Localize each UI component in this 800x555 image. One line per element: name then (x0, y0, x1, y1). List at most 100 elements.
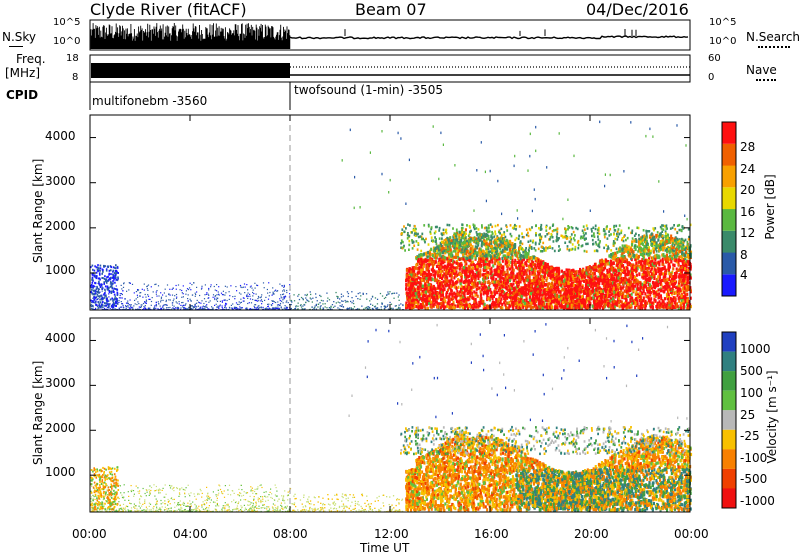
power-pixel (341, 294, 342, 295)
power-pixel (276, 291, 277, 292)
power-pixel (102, 291, 103, 292)
power-pixel (115, 273, 117, 275)
power-pixel (232, 303, 233, 304)
power-pixel (616, 251, 618, 254)
power-pixel (206, 304, 207, 305)
power-pixel (160, 292, 161, 293)
power-pixel (283, 297, 284, 298)
power-pixel (183, 305, 184, 306)
power-pixel (652, 281, 654, 284)
power-pixel (148, 285, 149, 286)
power-pixel (318, 304, 319, 305)
power-pixel (235, 286, 236, 287)
power-pixel (267, 293, 268, 294)
power-pixel (201, 289, 202, 290)
power-pixel (612, 306, 614, 309)
power-pixel (459, 258, 461, 261)
power-pixel (479, 271, 481, 274)
power-pixel (149, 299, 150, 300)
power-pixel (539, 293, 541, 296)
power-pixel (297, 296, 298, 297)
power-pixel (522, 266, 524, 269)
power-pixel (101, 273, 103, 275)
power-pixel (353, 300, 354, 301)
power-pixel (478, 281, 480, 284)
power-pixel (282, 294, 283, 295)
power-pixel (196, 306, 197, 307)
power-pixel (192, 305, 193, 306)
power-pixel (130, 306, 131, 307)
power-pixel (322, 303, 323, 304)
power-pixel (490, 267, 492, 270)
power-pixel (157, 308, 158, 309)
power-pixel (141, 306, 142, 307)
power-pixel (246, 284, 247, 285)
power-pixel (463, 258, 465, 261)
power-pixel (377, 307, 378, 308)
power-pixel (174, 295, 175, 296)
power-pixel (167, 305, 168, 306)
power-pixel (399, 300, 400, 301)
power-pixel (604, 274, 606, 277)
power-pixel (216, 307, 217, 308)
power-pixel (668, 269, 670, 272)
power-pixel (337, 296, 338, 297)
power-pixel (183, 307, 184, 308)
power-pixel (101, 284, 103, 286)
power-pixel (385, 297, 386, 298)
power-pixel (255, 304, 256, 305)
power-pixel (139, 292, 140, 293)
power-pixel (291, 300, 292, 301)
power-pixel (120, 293, 121, 294)
power-pixel (395, 305, 396, 306)
power-pixel (605, 290, 607, 293)
power-pixel (91, 302, 92, 303)
power-pixel (283, 287, 284, 288)
power-pixel (92, 305, 94, 307)
power-pixel (313, 308, 314, 309)
power-pixel (168, 307, 169, 308)
power-pixel (371, 298, 372, 299)
power-pixel (417, 272, 419, 275)
power-pixel (92, 293, 94, 295)
power-pixel (133, 305, 134, 306)
power-pixel (658, 296, 660, 299)
power-pixel (214, 286, 215, 287)
power-pixel (272, 301, 273, 302)
power-pixel (137, 301, 138, 302)
power-pixel (91, 308, 92, 309)
power-pixel (254, 283, 255, 284)
power-pixel (222, 307, 223, 308)
power-pixel (226, 307, 227, 308)
power-pixel (195, 306, 196, 307)
power-pixel (110, 269, 112, 271)
power-pixel (98, 281, 100, 283)
nsky-trace (91, 23, 688, 49)
power-pixel (107, 286, 109, 288)
power-pixel (115, 301, 117, 303)
power-pixel (202, 306, 203, 307)
power-pixel (119, 308, 120, 309)
power-pixel (142, 297, 143, 298)
power-pixel (453, 261, 455, 264)
power-pixel (283, 302, 284, 303)
power-pixel (189, 287, 190, 288)
power-pixel (260, 297, 261, 298)
power-pixel (455, 253, 457, 256)
power-pixel (166, 300, 167, 301)
power-pixel (114, 272, 116, 274)
power-pixel (286, 302, 287, 303)
power-pixel (369, 300, 370, 301)
power-pixel (162, 294, 163, 295)
power-pixel (186, 290, 187, 291)
power-pixel (268, 299, 269, 300)
power-pixel (160, 306, 161, 307)
power-pixel (117, 276, 119, 278)
power-pixel (620, 287, 622, 290)
power-pixel (267, 304, 268, 305)
power-pixel (126, 308, 127, 309)
power-pixel (108, 293, 109, 294)
power-pixel (249, 294, 250, 295)
power-pixel (262, 301, 263, 302)
power-pixel (393, 298, 394, 299)
